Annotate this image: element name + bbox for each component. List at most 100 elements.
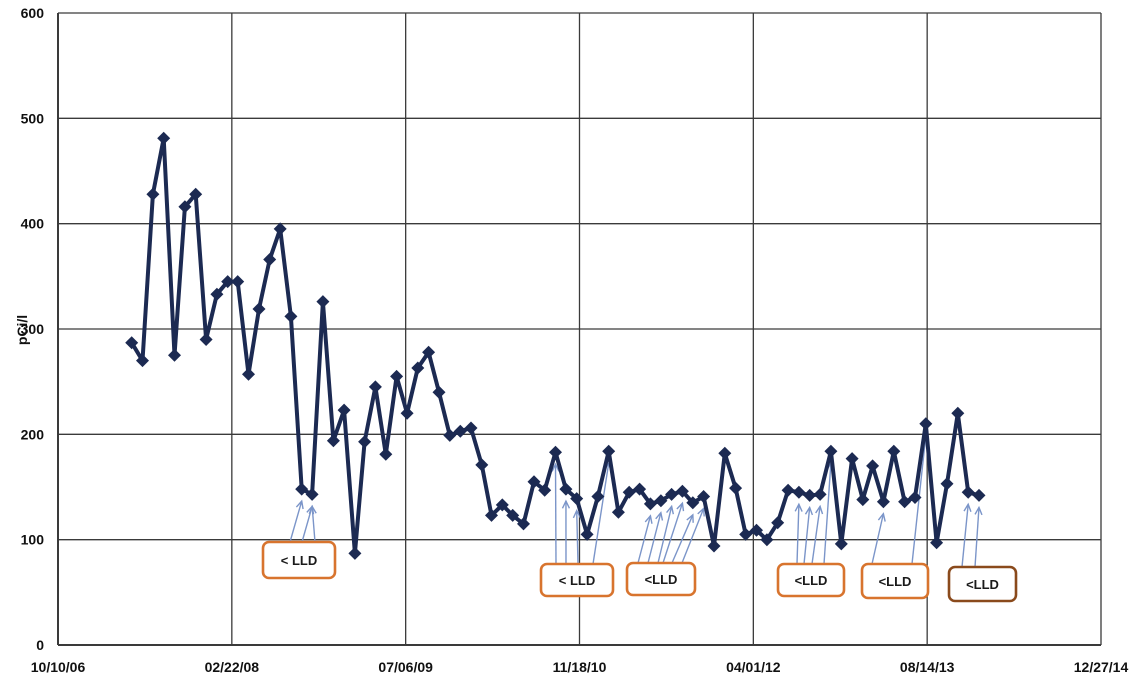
lld-annotation-label: <LLD — [645, 572, 678, 587]
annotations: < LLD < LLD <LLD <LLD <LLD <LLD — [261, 540, 1018, 603]
data-point — [972, 488, 986, 502]
data-point — [951, 406, 965, 420]
data-point — [718, 446, 732, 460]
data-point — [485, 508, 498, 522]
gridlines — [57, 12, 1102, 646]
annotation-arrowhead — [877, 512, 886, 522]
data-point — [379, 447, 393, 461]
lld-annotation-box — [539, 562, 615, 598]
data-point — [961, 485, 975, 499]
annotation-arrowhead — [815, 504, 824, 515]
lld-annotation-box — [860, 562, 930, 600]
lld-annotation-box — [261, 540, 337, 580]
data-point — [517, 517, 530, 531]
data-point — [178, 200, 192, 214]
lld-annotation-box — [776, 562, 846, 598]
annotation-arrowhead — [308, 504, 317, 515]
data-point — [887, 444, 901, 458]
annotation-arrow — [803, 507, 811, 565]
data-point — [157, 131, 171, 145]
annotation-arrow — [796, 504, 800, 565]
x-tick-label: 11/18/10 — [553, 659, 607, 675]
data-point — [549, 445, 562, 459]
annotation-arrowhead — [697, 506, 705, 517]
data-point — [591, 490, 605, 503]
data-point — [845, 452, 859, 466]
data-point — [633, 482, 647, 496]
data-point — [707, 539, 721, 553]
y-axis: 0 100 200 300 400 500 600 — [21, 5, 45, 653]
data-point — [760, 533, 774, 547]
x-tick-label: 08/14/13 — [900, 659, 955, 675]
data-point — [210, 287, 224, 301]
data-point — [824, 444, 838, 458]
lld-annotation-label: < LLD — [281, 553, 317, 568]
data-point — [739, 527, 753, 541]
annotation-arrow — [961, 504, 969, 568]
data-point — [495, 498, 509, 512]
data-point — [570, 492, 584, 506]
data-point — [750, 523, 763, 537]
data-point — [697, 490, 711, 503]
data-point — [432, 385, 446, 399]
data-point — [231, 275, 245, 289]
data-point — [168, 348, 181, 362]
y-tick-label: 200 — [21, 426, 45, 442]
x-tick-label: 02/22/08 — [205, 659, 260, 675]
annotation-arrowhead — [666, 504, 675, 515]
data-point — [580, 527, 594, 541]
lld-annotation-label: <LLD — [966, 577, 999, 592]
data-point — [866, 459, 880, 473]
data-point — [125, 336, 139, 350]
data-point — [199, 333, 213, 346]
data-point — [611, 505, 625, 519]
data-point — [930, 536, 944, 550]
data-point — [400, 406, 414, 420]
x-tick-label: 10/10/06 — [31, 659, 86, 675]
y-tick-label: 300 — [21, 321, 45, 337]
annotation-arrowhead — [974, 505, 983, 516]
data-point — [475, 458, 489, 472]
y-tick-label: 500 — [21, 110, 45, 126]
data-point — [803, 488, 817, 502]
data-point — [856, 493, 870, 507]
data-point — [771, 516, 785, 530]
data-point — [443, 428, 457, 442]
y-tick-label: 0 — [36, 637, 44, 653]
data-point — [898, 495, 912, 509]
data-point — [390, 369, 404, 383]
annotation-arrowhead — [644, 514, 653, 524]
data-point — [781, 483, 795, 497]
x-tick-label: 12/27/14 — [1074, 659, 1129, 675]
data-point — [665, 487, 679, 501]
y-axis-title: pCi/l — [14, 315, 30, 345]
data-point — [326, 434, 340, 448]
data-point — [348, 546, 362, 560]
data-point — [940, 477, 954, 491]
annotation-arrow — [662, 502, 684, 564]
data-point — [295, 482, 309, 496]
lld-annotation-box — [625, 561, 697, 597]
x-tick-label: 07/06/09 — [378, 659, 433, 675]
data-point — [908, 491, 922, 504]
data-point — [527, 475, 541, 489]
annotation-arrow — [871, 513, 885, 565]
x-tick-label: 04/01/12 — [726, 659, 781, 675]
annotation-arrow — [647, 512, 662, 564]
annotation-arrowhead — [963, 502, 972, 513]
data-point — [919, 417, 933, 431]
annotation-arrow — [637, 515, 652, 564]
y-tick-label: 400 — [21, 216, 45, 232]
data-point — [284, 309, 298, 323]
data-point — [242, 367, 255, 381]
data-point — [622, 485, 636, 499]
y-tick-label: 600 — [21, 5, 45, 21]
annotation-arrow — [592, 463, 610, 565]
data-point — [538, 483, 552, 497]
annotation-arrow — [657, 506, 673, 564]
annotation-arrowhead — [655, 511, 664, 521]
data-point — [221, 275, 235, 289]
data-point — [305, 487, 319, 501]
data-point — [813, 487, 827, 501]
